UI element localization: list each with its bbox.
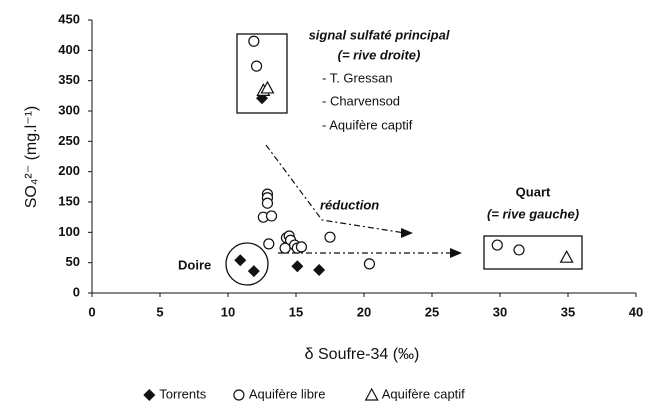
x-tick-label: 35 [561, 304, 575, 319]
point [234, 254, 247, 267]
doire-circle [225, 242, 269, 286]
arrowhead [401, 228, 413, 238]
annotation: réduction [320, 197, 379, 212]
point [491, 239, 503, 251]
arrowhead [450, 248, 462, 258]
point [279, 242, 291, 254]
annotation: - Charvensod [322, 93, 400, 108]
x-tick-label: 20 [357, 304, 371, 319]
annotation: signal sulfaté principal [309, 27, 450, 42]
point [260, 80, 275, 94]
point [265, 210, 278, 222]
point [513, 244, 525, 256]
y-tick-label: 400 [58, 42, 80, 57]
reduction-arrow [265, 144, 406, 234]
annotation: - Aquifère captif [322, 117, 413, 132]
point [324, 231, 336, 243]
point [248, 35, 260, 47]
annotation: (= rive gauche) [487, 206, 579, 221]
x-axis-label: δ Soufre-34 (‰) [305, 346, 420, 363]
y-tick-label: 350 [58, 72, 80, 87]
legend-label: Torrents [159, 386, 206, 401]
y-tick-label: 250 [58, 133, 80, 148]
x-tick-label: 25 [425, 304, 439, 319]
y-tick-label: 300 [58, 102, 80, 117]
point [295, 241, 308, 253]
annotation: Doire [178, 257, 211, 272]
y-tick-label: 100 [58, 224, 80, 239]
legend-symbol [143, 389, 156, 401]
point [559, 249, 574, 263]
annotation: Quart [516, 184, 551, 199]
point [313, 263, 326, 276]
point [250, 60, 263, 72]
x-tick-label: 30 [493, 304, 507, 319]
point [263, 238, 275, 250]
legend-label: Aquifère libre [249, 386, 326, 401]
legend-symbol [364, 387, 379, 401]
x-tick-label: 10 [221, 304, 235, 319]
point [363, 258, 376, 270]
annotation: - T. Gressan [322, 70, 393, 85]
box-rive-droite [236, 33, 288, 114]
x-tick-label: 0 [88, 304, 95, 319]
y-tick-label: 450 [58, 11, 80, 26]
legend-label: Aquifère captif [382, 386, 465, 401]
y-tick-label: 0 [73, 284, 80, 299]
x-tick-label: 5 [156, 304, 163, 319]
box-rive-gauche [483, 235, 583, 270]
y-tick-label: 200 [58, 163, 80, 178]
point [261, 197, 274, 209]
legend-symbol [233, 389, 245, 401]
y-tick-label: 150 [58, 193, 80, 208]
x-tick-label: 15 [289, 304, 303, 319]
y-tick-label: 50 [66, 254, 80, 269]
point [291, 260, 304, 273]
annotation: (= rive droite) [338, 47, 421, 62]
point [247, 265, 260, 278]
y-axis-label: SO₄²⁻ (mg.l⁻¹) [23, 106, 40, 209]
x-tick-label: 40 [629, 304, 643, 319]
